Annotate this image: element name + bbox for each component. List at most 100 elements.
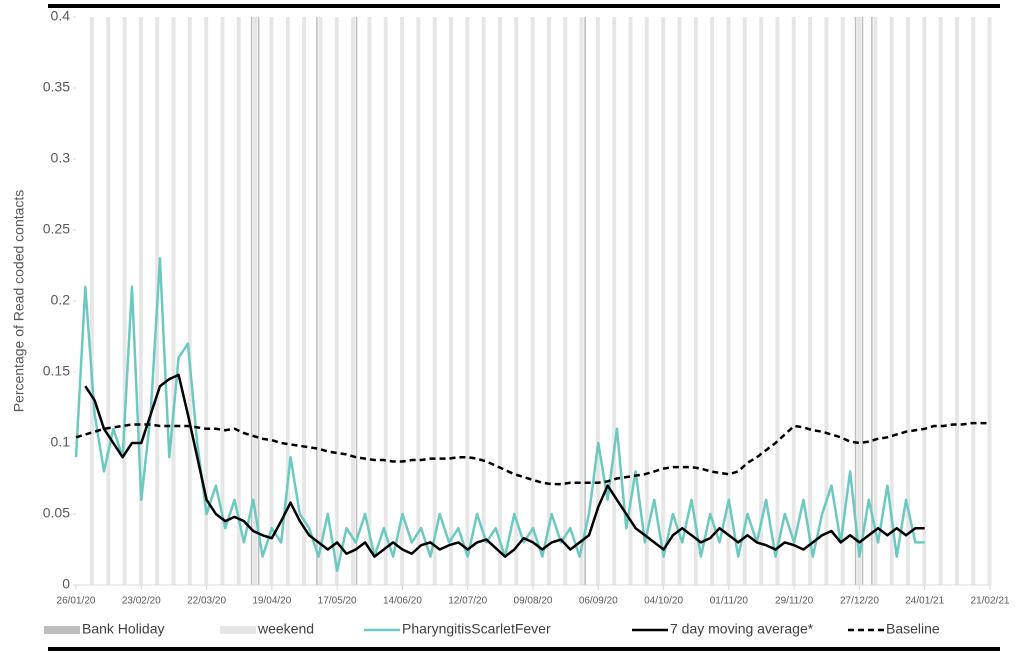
x-tick-label: 21/02/21 xyxy=(971,596,1010,607)
x-tick-label: 27/12/20 xyxy=(840,596,879,607)
x-tick-label: 22/03/20 xyxy=(187,596,226,607)
band xyxy=(187,17,192,585)
band xyxy=(122,17,127,585)
band xyxy=(416,17,421,585)
band xyxy=(628,17,633,585)
series-line xyxy=(74,257,925,573)
band xyxy=(236,17,241,585)
band xyxy=(318,17,323,585)
y-tick-label: 0 xyxy=(62,576,70,592)
y-tick-label: 0.05 xyxy=(43,505,70,521)
band xyxy=(383,17,388,585)
band xyxy=(171,17,176,585)
band xyxy=(204,17,209,585)
band xyxy=(302,17,307,585)
series-line xyxy=(75,421,990,486)
band xyxy=(612,17,617,585)
band xyxy=(808,17,812,585)
band xyxy=(432,17,437,585)
band xyxy=(579,17,584,585)
band xyxy=(906,17,910,585)
legend-label: PharyngitisScarletFever xyxy=(402,621,551,637)
band xyxy=(661,17,666,585)
y-axis-label: Percentage of Read coded contacts xyxy=(11,190,27,413)
band xyxy=(971,17,976,585)
band xyxy=(595,17,600,585)
x-tick-label: 09/08/20 xyxy=(514,596,553,607)
bands xyxy=(89,17,992,585)
y-tick-label: 0.25 xyxy=(43,221,70,237)
band xyxy=(563,17,568,585)
band xyxy=(889,17,894,585)
x-tick-label: 19/04/20 xyxy=(252,596,291,607)
band xyxy=(546,17,551,585)
y-tick-label: 0.4 xyxy=(51,8,71,24)
band xyxy=(873,17,878,585)
band xyxy=(400,17,404,585)
band xyxy=(514,17,519,585)
x-tick-label: 29/11/20 xyxy=(775,596,814,607)
band xyxy=(220,17,225,585)
band xyxy=(481,17,486,585)
band xyxy=(584,17,586,585)
legend: Bank Holiday weekend PharyngitisScarletFev… xyxy=(44,621,940,637)
band xyxy=(138,17,143,585)
x-tick-label: 26/01/20 xyxy=(57,596,96,607)
band xyxy=(824,17,829,585)
x-tick-label: 17/05/20 xyxy=(318,596,357,607)
band xyxy=(106,17,111,585)
band xyxy=(775,17,780,585)
band xyxy=(644,17,649,585)
band xyxy=(367,17,372,585)
x-tick-label: 06/09/20 xyxy=(579,596,618,607)
series-line xyxy=(84,373,925,558)
band xyxy=(861,17,864,585)
x-tick-label: 12/07/20 xyxy=(448,596,487,607)
band xyxy=(257,17,260,585)
y-tick-label: 0.35 xyxy=(43,79,70,95)
x-tick-label: 23/02/20 xyxy=(122,596,161,607)
band xyxy=(351,17,355,585)
legend-label: 7 day moving average* xyxy=(670,621,814,637)
band xyxy=(253,17,258,585)
band xyxy=(285,17,290,585)
band xyxy=(726,17,731,585)
legend-label: Bank Holiday xyxy=(82,621,165,637)
band xyxy=(955,17,959,585)
y-tick-label: 0.2 xyxy=(51,292,71,308)
band xyxy=(987,17,992,585)
band xyxy=(355,17,358,585)
band xyxy=(677,17,682,585)
band xyxy=(334,17,339,585)
x-tick-label: 14/06/20 xyxy=(383,596,422,607)
x-tick-label: 04/10/20 xyxy=(644,596,683,607)
band xyxy=(250,17,253,585)
band xyxy=(710,17,715,585)
band xyxy=(498,17,502,585)
band xyxy=(742,17,747,585)
x-tick-label: 01/11/20 xyxy=(710,596,749,607)
band xyxy=(89,17,94,585)
band xyxy=(854,17,857,585)
band xyxy=(759,17,764,585)
band xyxy=(449,17,453,585)
lines xyxy=(74,257,990,573)
band xyxy=(922,17,927,585)
band xyxy=(938,17,943,585)
band xyxy=(269,17,274,585)
legend-label: weekend xyxy=(257,621,314,637)
band xyxy=(530,17,535,585)
band xyxy=(871,17,873,585)
legend-label: Baseline xyxy=(886,621,940,637)
band xyxy=(857,17,861,585)
band xyxy=(840,17,845,585)
band xyxy=(693,17,698,585)
y-tick-label: 0.3 xyxy=(51,150,71,166)
axes: 0 0.05 0.1 0.15 0.2 0.25 0.3 0.35 0.4 26/01/20 23/… xyxy=(43,8,1010,607)
band xyxy=(316,17,318,585)
band xyxy=(791,17,796,585)
x-tick-label: 24/01/21 xyxy=(905,596,944,607)
y-tick-label: 0.15 xyxy=(43,363,70,379)
band xyxy=(465,17,470,585)
